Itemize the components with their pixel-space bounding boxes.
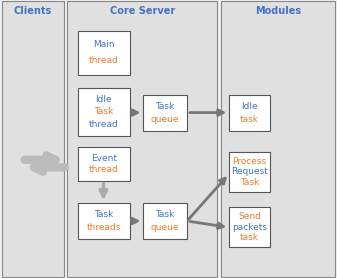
Text: Task: Task bbox=[94, 107, 113, 116]
Text: Task: Task bbox=[240, 178, 259, 187]
Text: threads: threads bbox=[86, 223, 121, 232]
Text: Modules: Modules bbox=[255, 6, 301, 16]
Text: Event: Event bbox=[91, 153, 117, 163]
Text: queue: queue bbox=[151, 115, 179, 123]
Text: Clients: Clients bbox=[14, 6, 52, 16]
Text: Task: Task bbox=[94, 210, 113, 219]
Text: Idle: Idle bbox=[241, 102, 258, 111]
Bar bbox=[229, 207, 270, 247]
Text: Process: Process bbox=[232, 157, 267, 166]
Text: Task: Task bbox=[155, 102, 175, 111]
Bar bbox=[78, 31, 130, 75]
Text: Core Server: Core Server bbox=[110, 6, 175, 16]
Bar bbox=[221, 1, 335, 277]
Text: thread: thread bbox=[89, 165, 119, 175]
Bar bbox=[2, 1, 64, 277]
Bar bbox=[67, 1, 217, 277]
Text: thread: thread bbox=[89, 56, 119, 65]
Bar bbox=[78, 147, 130, 181]
Bar bbox=[229, 95, 270, 131]
Text: Task: Task bbox=[155, 210, 175, 219]
Bar bbox=[78, 203, 130, 239]
Text: Main: Main bbox=[93, 40, 115, 49]
Text: queue: queue bbox=[151, 223, 179, 232]
Bar bbox=[143, 95, 187, 131]
Text: thread: thread bbox=[89, 120, 119, 129]
Bar bbox=[78, 88, 130, 136]
Text: Send: Send bbox=[238, 212, 261, 221]
Bar bbox=[143, 203, 187, 239]
Bar bbox=[229, 152, 270, 192]
Text: Request: Request bbox=[231, 167, 268, 176]
Text: task: task bbox=[240, 233, 259, 242]
Text: task: task bbox=[240, 115, 259, 123]
Text: packets: packets bbox=[232, 223, 267, 232]
Text: Idle: Idle bbox=[95, 95, 112, 104]
